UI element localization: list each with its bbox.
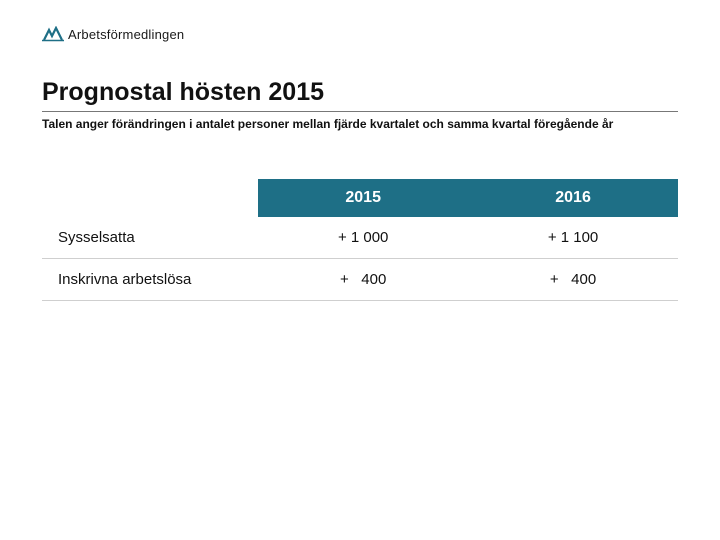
row-value-2016: + 400: [468, 258, 678, 300]
slide: Arbetsförmedlingen Prognostal hösten 201…: [0, 0, 720, 540]
row-value-2015: + 400: [258, 258, 468, 300]
table-header-blank: [42, 179, 258, 217]
table-header-2016: 2016: [468, 179, 678, 217]
table-row: Sysselsatta + 1 000 + 1 100: [42, 217, 678, 259]
brand-logo: Arbetsförmedlingen: [42, 26, 184, 42]
table-header-2015: 2015: [258, 179, 468, 217]
content-area: Prognostal hösten 2015 Talen anger förän…: [42, 78, 678, 301]
forecast-table: 2015 2016 Sysselsatta + 1 000 + 1 100 In…: [42, 179, 678, 301]
row-label: Inskrivna arbetslösa: [42, 258, 258, 300]
row-value-2016: + 1 100: [468, 217, 678, 259]
row-value-2015: + 1 000: [258, 217, 468, 259]
logo-text: Arbetsförmedlingen: [68, 27, 184, 42]
page-subtitle: Talen anger förändringen i antalet perso…: [42, 116, 662, 133]
table-header-row: 2015 2016: [42, 179, 678, 217]
row-label: Sysselsatta: [42, 217, 258, 259]
page-title: Prognostal hösten 2015: [42, 78, 678, 112]
table-row: Inskrivna arbetslösa + 400 + 400: [42, 258, 678, 300]
logo-mark-icon: [42, 26, 64, 42]
